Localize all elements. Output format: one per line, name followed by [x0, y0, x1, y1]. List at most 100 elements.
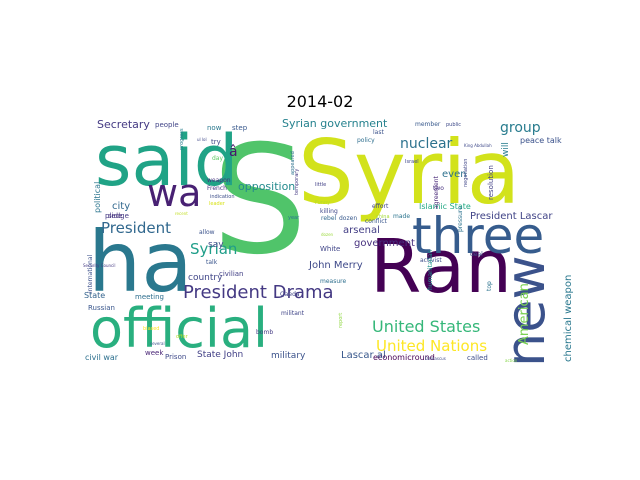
cloud-word: side — [108, 212, 122, 220]
cloud-word: White — [320, 245, 340, 253]
cloud-word: report — [338, 313, 344, 328]
cloud-word: official — [90, 297, 268, 360]
cloud-word: several — [150, 341, 165, 346]
cloud-word: group — [500, 120, 541, 136]
cloud-word: Prison — [165, 353, 186, 361]
cloud-word: activist — [420, 257, 442, 264]
cloud-word: three — [412, 207, 544, 265]
cloud-word: appeared — [290, 151, 296, 175]
cloud-word: economicround — [373, 353, 435, 362]
cloud-word: Secretary — [97, 118, 150, 131]
cloud-word: offer — [176, 334, 189, 340]
cloud-word: militant — [281, 310, 305, 317]
cloud-word: civil war — [85, 353, 119, 362]
cloud-word: progress — [179, 128, 185, 150]
cloud-word: day — [212, 155, 223, 162]
cloud-word: said — [95, 120, 238, 202]
cloud-word: city — [112, 201, 130, 212]
cloud-word: ha — [88, 213, 193, 311]
cloud-word: State John — [197, 350, 243, 360]
cloud-word: United States — [372, 317, 480, 336]
cloud-word: Islamic State — [419, 202, 471, 211]
cloud-word: President Lascar — [470, 211, 553, 222]
cloud-word: civilian — [219, 270, 244, 278]
cloud-word: two — [433, 185, 444, 192]
cloud-word: chemical weapon — [563, 275, 574, 362]
cloud-word: even — [442, 169, 467, 180]
cloud-word: â — [229, 144, 238, 160]
cloud-word: people — [155, 121, 179, 129]
cloud-word: last — [373, 129, 384, 136]
cloud-word: agreement — [433, 175, 440, 209]
cloud-word: conflict — [365, 218, 388, 225]
cloud-word: now — [207, 124, 222, 132]
cloud-word: American — [517, 283, 532, 345]
cloud-word: new — [494, 255, 557, 367]
cloud-word: Syrian government — [282, 117, 388, 130]
cloud-word: killing — [320, 208, 338, 215]
cloud-word: meeting — [135, 293, 164, 301]
cloud-word: leader — [209, 201, 226, 207]
cloud-word: peace talk — [520, 136, 562, 145]
cloud-word: resolution — [487, 165, 495, 200]
cloud-word: nuclear — [400, 136, 453, 152]
cloud-word: military — [271, 351, 306, 361]
cloud-word: biased — [143, 326, 159, 332]
cloud-word: top — [486, 281, 493, 291]
cloud-word: dozen — [339, 215, 357, 222]
cloud-word: Funny — [315, 200, 330, 206]
cloud-word: allow — [199, 229, 215, 236]
cloud-word: pledge — [105, 212, 129, 220]
cloud-word: Damascus — [425, 356, 446, 361]
cloud-word: negotiation — [463, 159, 469, 187]
cloud-word: action — [505, 358, 518, 363]
cloud-word: temporary — [294, 169, 300, 195]
cloud-word: try — [211, 138, 221, 146]
cloud-word: President — [101, 219, 171, 237]
cloud-word: John Merry — [308, 260, 363, 271]
cloud-word: Syria — [298, 121, 521, 224]
cloud-word: international — [87, 254, 94, 293]
cloud-word: say — [208, 240, 224, 250]
cloud-word: opposition — [238, 180, 295, 193]
cloud-word: effort — [372, 203, 389, 210]
cloud-word: weapon — [207, 177, 231, 184]
cloud-word: humanitarian — [427, 250, 434, 290]
cloud-word: little — [315, 182, 326, 188]
cloud-word: made — [393, 213, 410, 220]
cloud-word: Israel — [405, 159, 419, 165]
cloud-word: year — [288, 215, 300, 221]
cloud-word: Ran — [370, 224, 512, 310]
cloud-word: talk — [206, 259, 218, 266]
cloud-word: public — [446, 122, 461, 128]
cloud-word: King Abdullah — [464, 143, 492, 148]
cloud-word: Syrian — [190, 240, 237, 258]
cloud-word: Lascar al — [341, 350, 386, 361]
cloud-word: government — [354, 238, 415, 249]
cloud-word: rebel — [321, 215, 337, 222]
cloud-word: week — [145, 349, 164, 357]
cloud-word: wa — [147, 171, 201, 215]
cloud-word: dozen — [321, 232, 334, 237]
cloud-word: State — [84, 291, 105, 300]
cloud-word: recent — [175, 211, 188, 216]
cloud-word: deal — [470, 251, 483, 258]
cloud-word: S — [212, 114, 307, 288]
cloud-word: political — [93, 182, 102, 213]
cloud-word: United Nations — [376, 337, 487, 355]
cloud-word: country — [188, 273, 223, 283]
cloud-word: French — [207, 185, 227, 192]
cloud-word: Russian — [88, 304, 115, 312]
cloud-word: policy — [357, 137, 375, 144]
cloud-word: arsenal — [343, 225, 380, 236]
cloud-word: ul lol — [197, 137, 207, 142]
cloud-word: will — [501, 142, 511, 157]
cloud-word: President Drama — [183, 282, 334, 303]
cloud-word: Qaeda — [280, 291, 300, 298]
cloud-word: member — [415, 121, 441, 128]
figure-title: 2014-02 — [286, 92, 354, 111]
cloud-word: Security Council — [83, 263, 115, 268]
cloud-word: called — [467, 354, 488, 362]
cloud-word: china — [376, 214, 390, 220]
cloud-word: step — [232, 124, 248, 132]
